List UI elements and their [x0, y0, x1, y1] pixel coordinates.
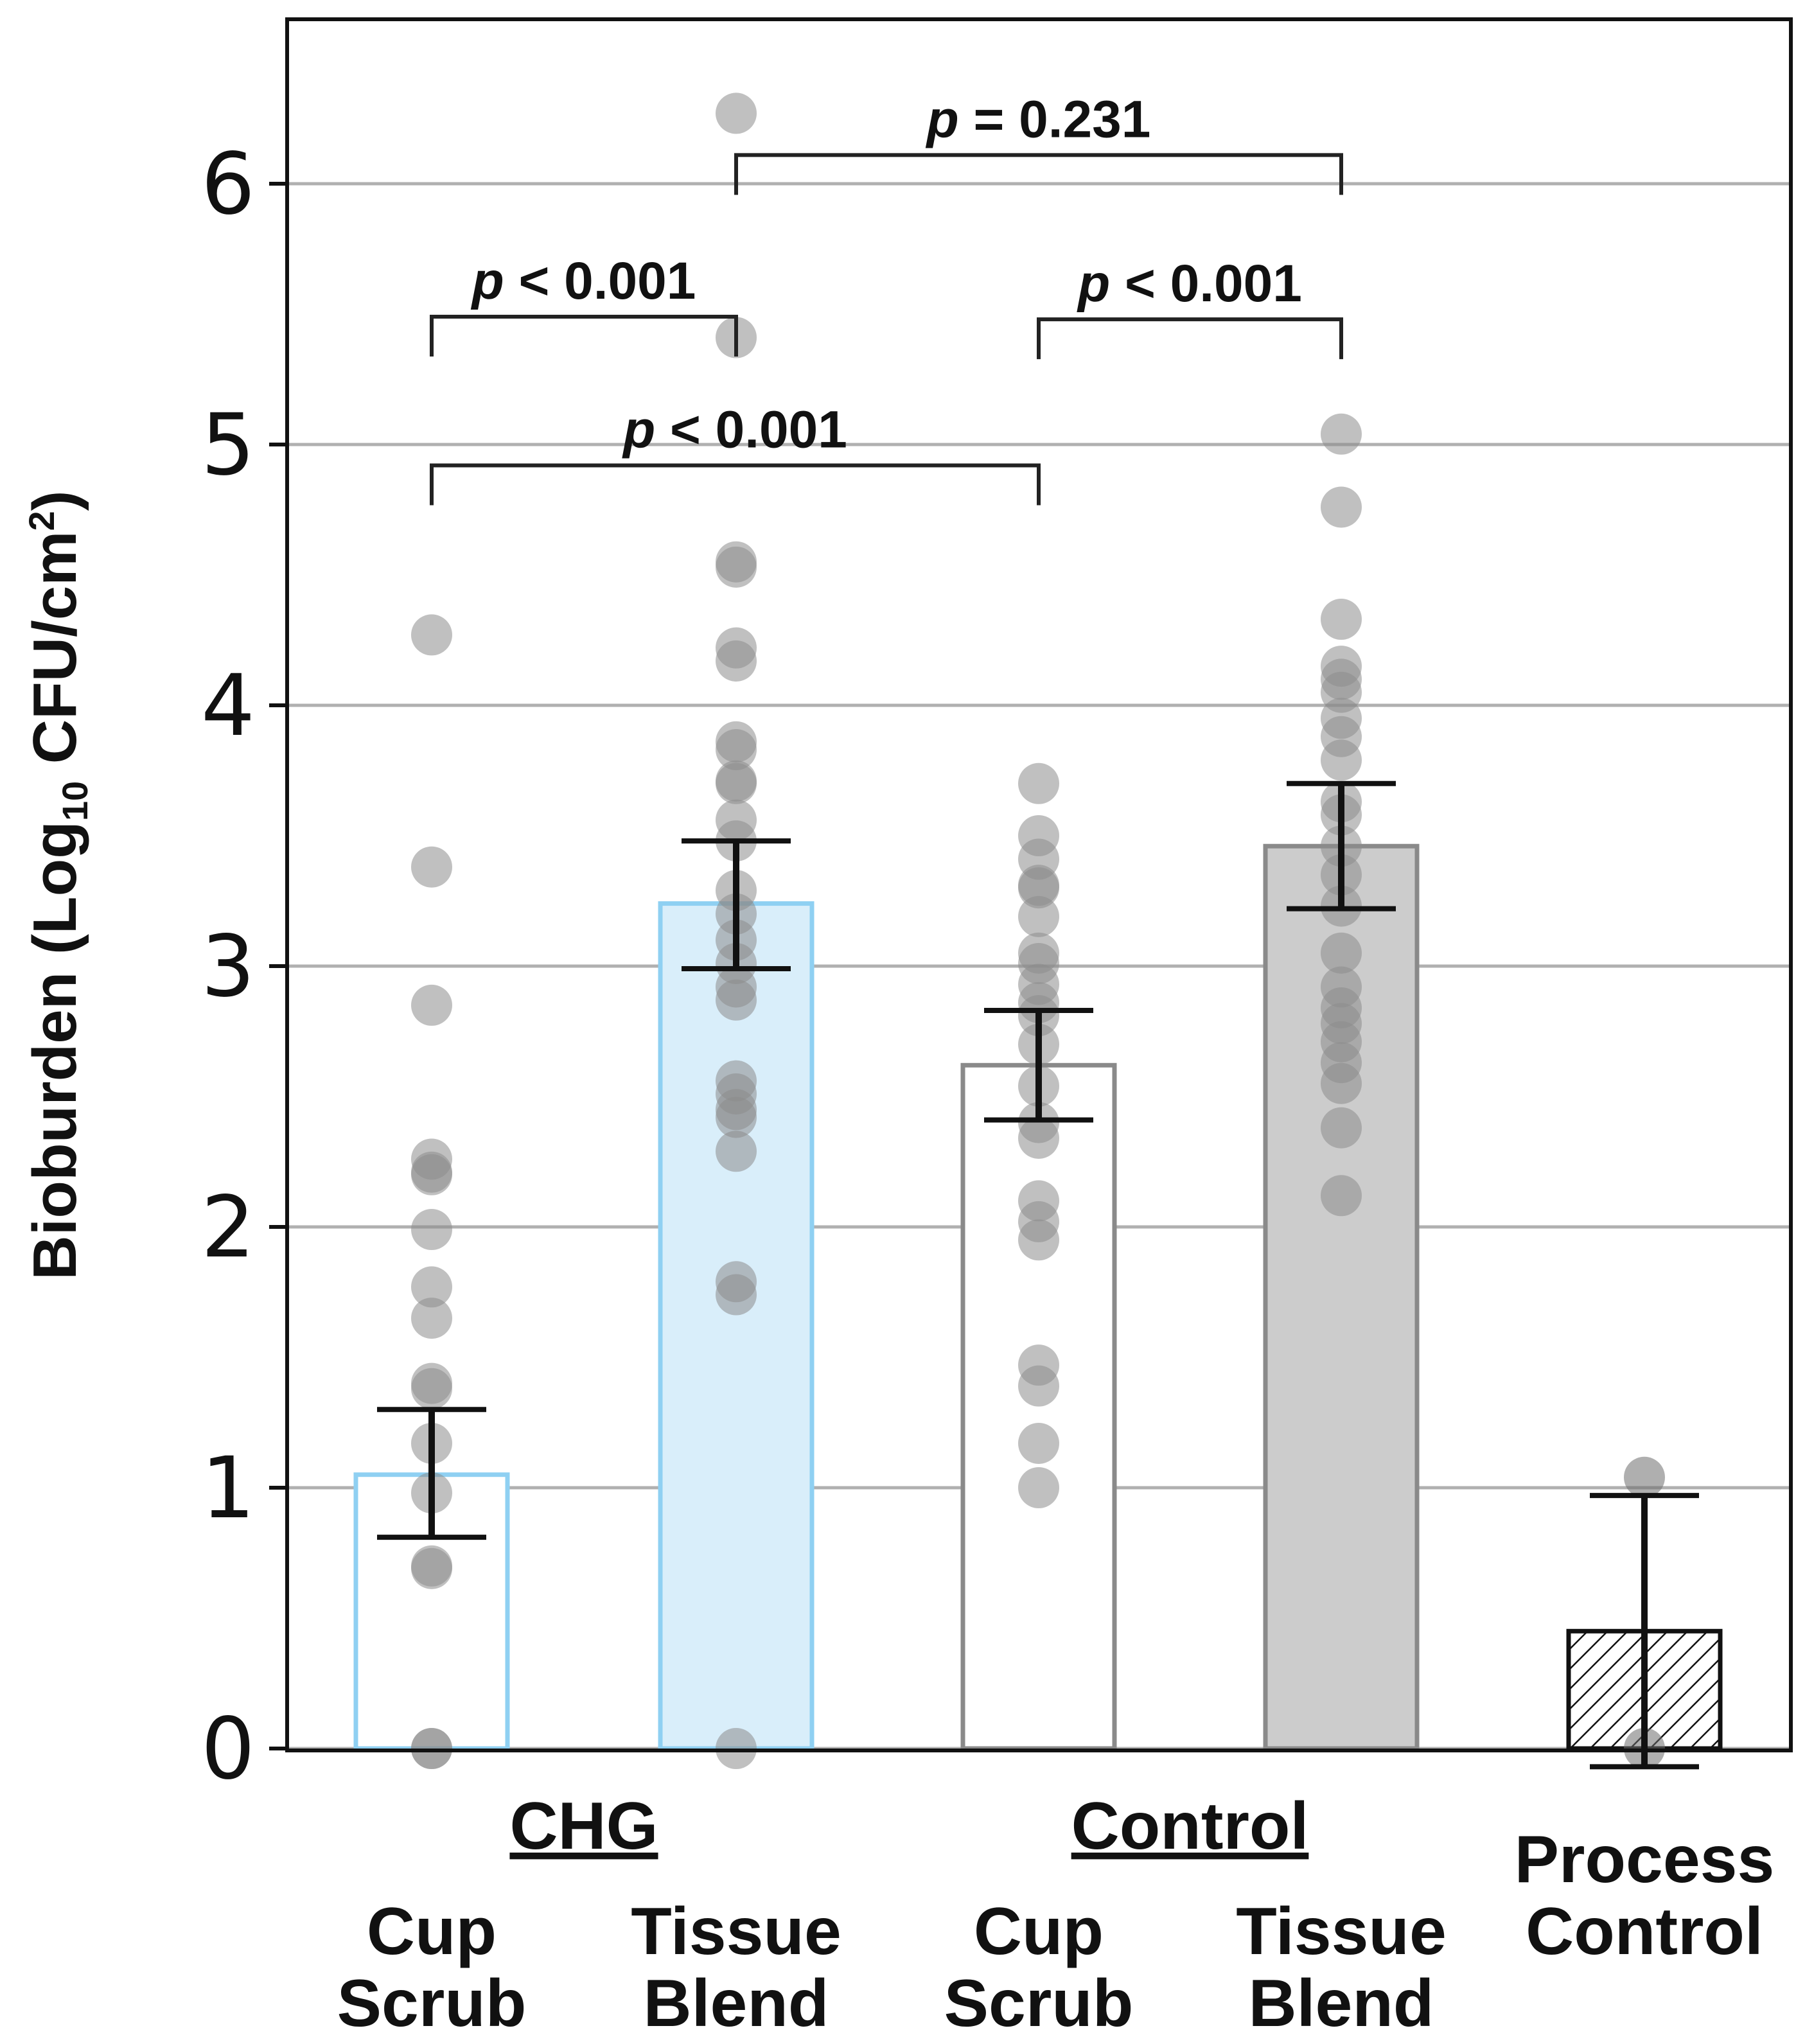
data-point [716, 1060, 757, 1102]
data-point [716, 721, 757, 762]
p-symbol: p [1077, 254, 1110, 313]
data-point [411, 984, 452, 1026]
data-point [716, 1261, 757, 1303]
category-label: Process [1515, 1822, 1775, 1897]
data-point [411, 614, 452, 656]
comparison-bracket [430, 315, 738, 357]
data-point [1321, 1107, 1362, 1149]
category-label: Blend [644, 1966, 829, 2041]
data-point [1018, 1180, 1059, 1222]
data-point [1624, 1456, 1665, 1498]
p-value-label: p < 0.001 [471, 252, 696, 310]
group-label: CHG [509, 1789, 658, 1863]
data-point [1321, 486, 1362, 528]
data-point [411, 1138, 452, 1180]
p-value-text: < 0.001 [504, 252, 696, 310]
data-point [411, 1298, 452, 1339]
y-tick-label: 0 [201, 1700, 255, 1799]
y-tick-label: 2 [201, 1178, 255, 1277]
y-tick-label: 4 [201, 656, 255, 755]
bars [353, 843, 1723, 1751]
data-point [411, 1545, 452, 1587]
data-point [411, 1362, 452, 1404]
y-axis-label: Bioburden (Log10 CFU/cm2) [21, 490, 95, 1280]
data-point [716, 541, 757, 583]
bar [960, 1062, 1117, 1751]
error-bars [377, 780, 1699, 1770]
category-label: Tissue [1236, 1894, 1447, 1969]
y-tick-label: 5 [201, 396, 255, 495]
data-point [1018, 895, 1059, 937]
x-axis-labels: CHG ControlCupScrubTissueBlendCupScrubTis… [337, 1789, 1775, 2041]
data-point [1018, 1422, 1059, 1464]
data-point [1018, 932, 1059, 974]
comparison-bracket [430, 463, 1041, 506]
category-label: Control [1526, 1894, 1763, 1969]
p-value-label: p < 0.001 [622, 400, 847, 459]
data-point [716, 799, 757, 841]
data-point [411, 1266, 452, 1308]
category-label: Tissue [631, 1894, 841, 1969]
comparison-bracket [734, 153, 1343, 195]
data-point [1018, 1467, 1059, 1508]
p-value-label: p < 0.001 [1077, 254, 1302, 313]
y-axis-ticks: 0 1 2 3 4 5 6 [201, 135, 287, 1799]
data-point [716, 1131, 757, 1172]
p-value-text: < 0.001 [655, 400, 847, 459]
p-symbol: p [926, 90, 959, 148]
y-tick-label: 3 [201, 917, 255, 1016]
data-point [1018, 1344, 1059, 1386]
data-point [716, 627, 757, 669]
p-value-text: = 0.231 [959, 90, 1151, 148]
p-symbol: p [622, 400, 655, 459]
category-label: Blend [1249, 1966, 1434, 2041]
data-point [411, 846, 452, 888]
p-symbol: p [471, 252, 504, 310]
data-point [1018, 762, 1059, 804]
data-point [1018, 815, 1059, 856]
p-value-label: p = 0.231 [926, 90, 1151, 148]
data-point [716, 93, 757, 134]
data-point [716, 760, 757, 802]
data-points [411, 93, 1665, 1769]
data-point [1018, 1102, 1059, 1143]
data-point [411, 1209, 452, 1251]
group-label: Control [1071, 1789, 1309, 1863]
data-point [1321, 932, 1362, 974]
category-label: Cup [367, 1894, 497, 1969]
plot-frame [285, 17, 1793, 1752]
y-tick-label: 1 [201, 1439, 255, 1538]
p-value-text: < 0.001 [1110, 254, 1302, 313]
category-label: Scrub [337, 1966, 527, 2041]
y-tick-label: 6 [201, 135, 255, 234]
category-label: Scrub [944, 1966, 1134, 2041]
data-point [1321, 413, 1362, 455]
data-point [1321, 646, 1362, 687]
data-point [1321, 966, 1362, 1008]
data-point [1321, 1175, 1362, 1217]
category-label: Cup [974, 1894, 1104, 1969]
data-point [1321, 599, 1362, 640]
bar [658, 901, 815, 1751]
comparison-bracket [1037, 317, 1343, 360]
